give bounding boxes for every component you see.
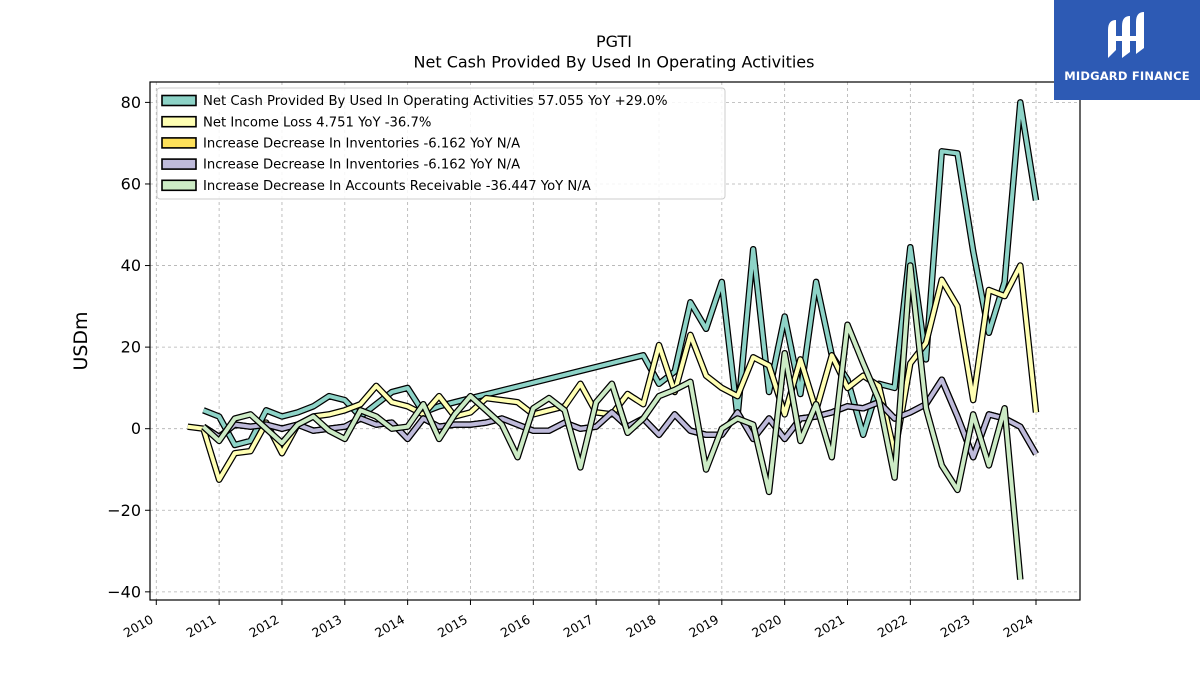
- y-tick-label: 80: [121, 93, 141, 112]
- legend-swatch: [161, 179, 197, 192]
- legend-label: Net Cash Provided By Used In Operating A…: [203, 94, 668, 109]
- x-tick-label: 2021: [812, 612, 847, 641]
- legend-label: Increase Decrease In Inventories -6.162 …: [203, 158, 520, 173]
- chart-title: PGTI: [596, 32, 632, 51]
- x-tick-label: 2014: [372, 612, 407, 641]
- y-tick-label: 60: [121, 174, 141, 193]
- legend-box: [156, 87, 726, 200]
- series-group: [187, 99, 1040, 580]
- x-tick-label: 2013: [309, 612, 344, 641]
- x-tick-label: 2020: [749, 612, 784, 641]
- legend-swatch: [161, 137, 197, 149]
- x-tick-label: 2022: [875, 612, 910, 641]
- legend-swatch: [161, 115, 197, 128]
- legend-label: Increase Decrease In Inventories -6.162 …: [203, 137, 520, 152]
- legend: Net Cash Provided By Used In Operating A…: [156, 87, 726, 200]
- x-tick-label: 2017: [561, 612, 596, 641]
- midgard-logo-icon: [1108, 12, 1144, 58]
- legend-swatch: [161, 158, 197, 170]
- y-tick-label: 40: [121, 256, 141, 275]
- x-tick-label: 2012: [246, 612, 281, 641]
- chart-subtitle: Net Cash Provided By Used In Operating A…: [414, 53, 815, 72]
- x-tick-label: 2011: [184, 612, 219, 641]
- x-tick-label: 2023: [938, 612, 973, 641]
- x-tick-label: 2018: [623, 612, 658, 641]
- y-axis-label: USDm: [70, 311, 92, 370]
- brand-badge: MIDGARD FINANCE: [1054, 0, 1200, 100]
- plot-frame: [149, 81, 1081, 601]
- y-tick-label: −20: [107, 501, 141, 520]
- brand-name: MIDGARD FINANCE: [1064, 69, 1190, 83]
- x-tick-label: 2016: [498, 612, 533, 641]
- y-tick-label: 0: [131, 419, 141, 438]
- x-tick-label: 2024: [1000, 612, 1035, 641]
- legend-label: Net Income Loss 4.751 YoY -36.7%: [203, 115, 431, 130]
- series-line-5: [202, 263, 1023, 580]
- legend-swatch: [161, 94, 197, 107]
- x-tick-label: 2019: [686, 612, 721, 641]
- x-tick-label: 2010: [121, 612, 156, 641]
- x-tick-label: 2015: [435, 612, 470, 641]
- legend-label: Increase Decrease In Accounts Receivable…: [203, 179, 591, 194]
- series-line-1: [202, 100, 1038, 447]
- y-tick-label: −40: [107, 582, 141, 601]
- y-tick-label: 20: [121, 338, 141, 357]
